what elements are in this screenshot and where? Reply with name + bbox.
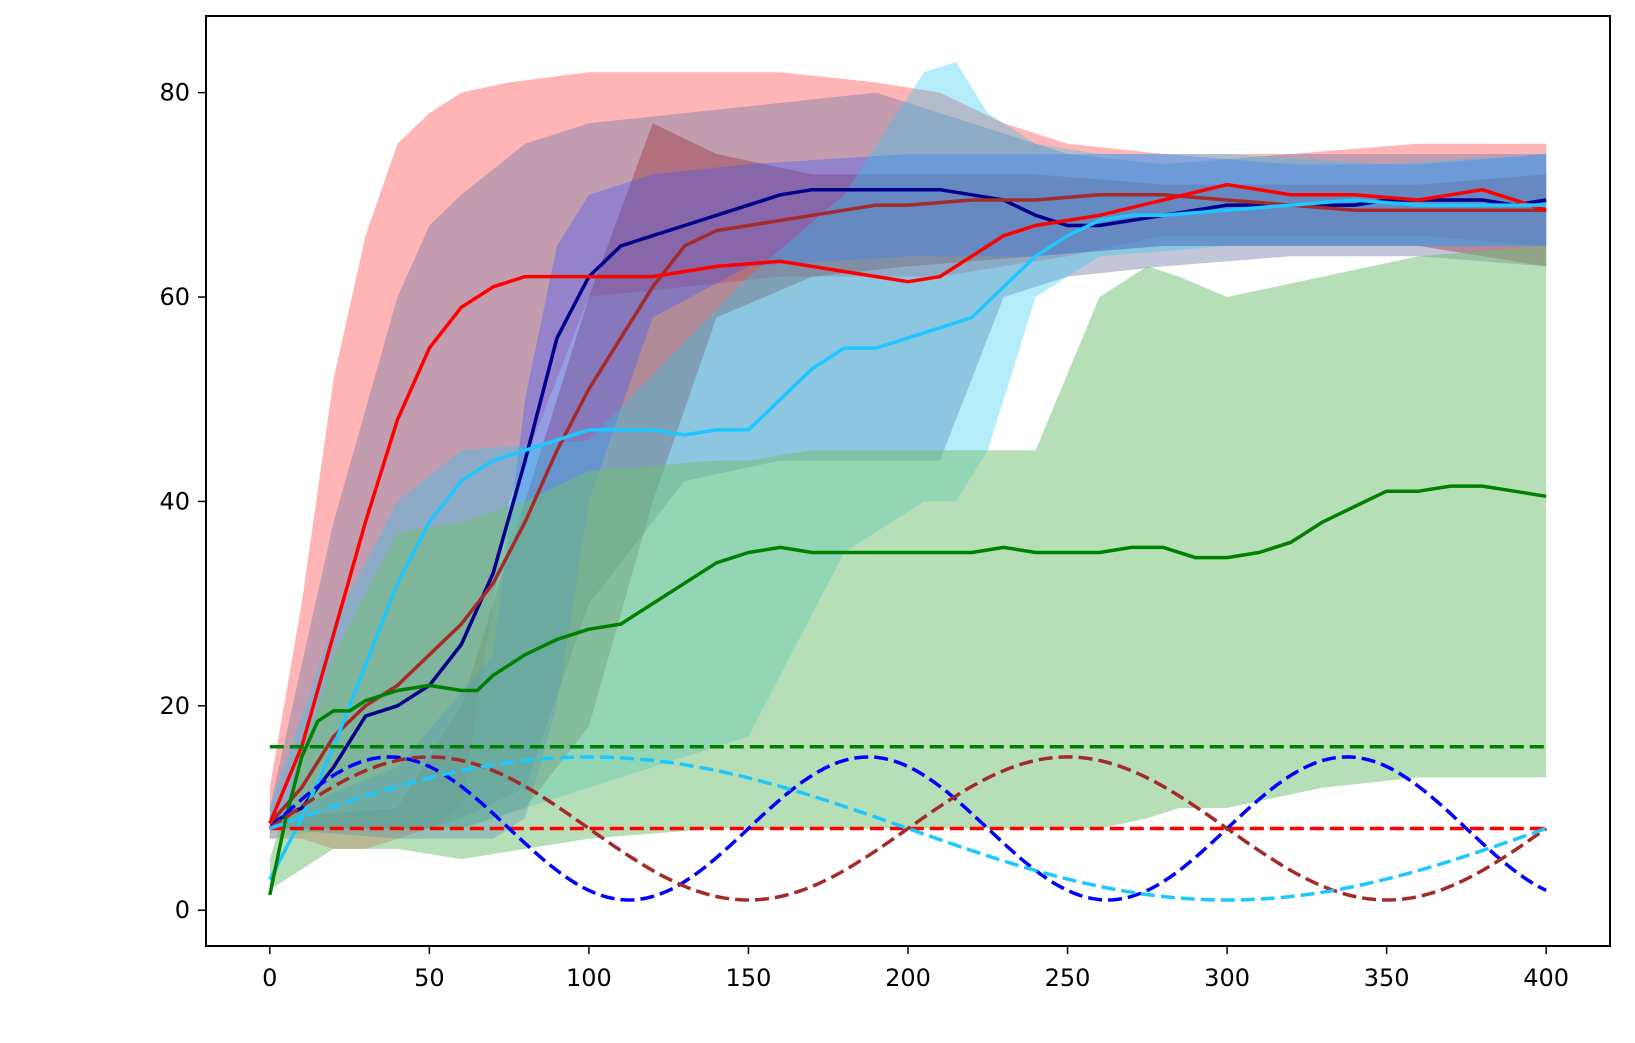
x-tick-label: 400	[1523, 964, 1569, 992]
line-3	[268, 182, 1547, 825]
x-tick-label: 300	[1204, 964, 1250, 992]
y-axis: 0 20 40 60 80	[159, 79, 206, 924]
x-tick-label: 250	[1045, 964, 1091, 992]
line-2	[268, 193, 1547, 825]
x-tick-label: 0	[262, 964, 277, 992]
y-tick-label: 20	[159, 692, 190, 720]
y-tick-label: 0	[175, 896, 190, 924]
band-1	[269, 72, 1547, 849]
dashed-line-8	[268, 755, 1547, 902]
y-tick-label: 40	[159, 487, 190, 515]
band-4	[269, 154, 1547, 839]
line-4	[268, 198, 1547, 881]
x-tick-label: 350	[1364, 964, 1410, 992]
x-tick-label: 50	[414, 964, 445, 992]
dashed-line-10	[269, 755, 1547, 902]
x-axis: 0 50 100 150 200 250 300 350 400	[262, 946, 1569, 992]
series-lines	[268, 182, 1548, 902]
confidence-bands	[269, 62, 1547, 890]
x-tick-label: 150	[726, 964, 772, 992]
x-tick-label: 200	[885, 964, 931, 992]
y-tick-label: 80	[159, 79, 190, 107]
x-tick-label: 100	[566, 964, 612, 992]
line-5	[268, 484, 1547, 896]
y-tick-label: 60	[159, 283, 190, 311]
band-6	[269, 245, 1547, 890]
